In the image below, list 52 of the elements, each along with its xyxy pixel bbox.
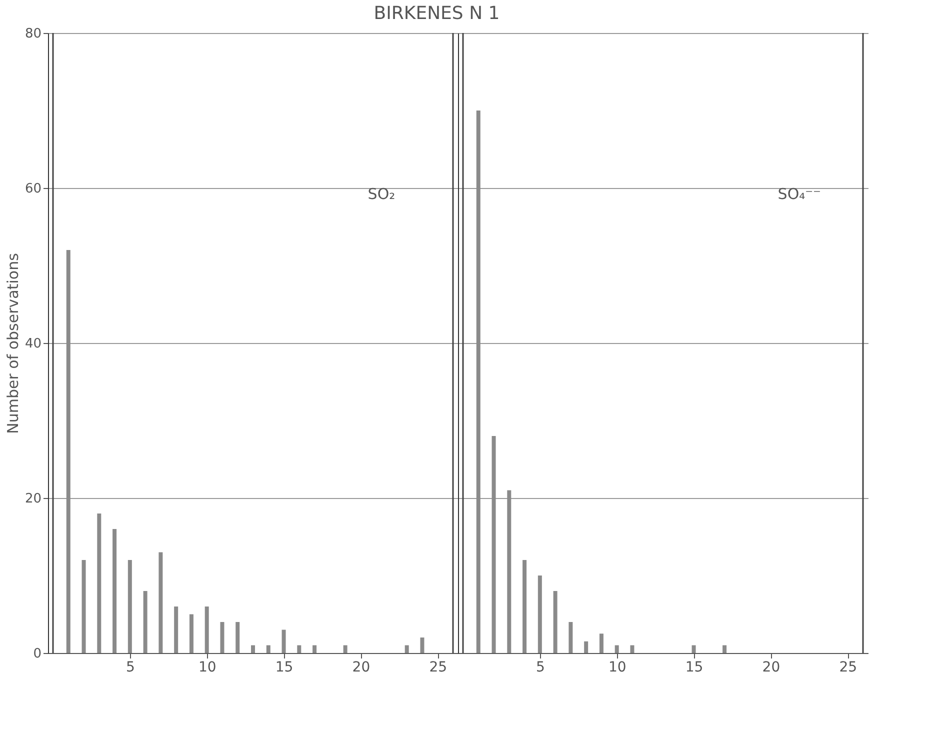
bar bbox=[584, 641, 588, 653]
y-tick-label: 40 bbox=[24, 336, 42, 352]
bar bbox=[420, 638, 424, 653]
bar bbox=[553, 591, 558, 653]
bar bbox=[630, 645, 634, 653]
x-tick-label: 20 bbox=[762, 660, 780, 676]
bar bbox=[343, 645, 348, 653]
bar bbox=[236, 622, 240, 653]
bar bbox=[251, 645, 255, 653]
x-tick-label: 25 bbox=[429, 660, 448, 676]
bar bbox=[722, 645, 727, 653]
bar bbox=[266, 645, 270, 653]
annotation: SO₂ bbox=[368, 185, 396, 204]
bar bbox=[66, 250, 70, 653]
x-tick-label: 10 bbox=[608, 660, 626, 676]
bar bbox=[312, 645, 317, 653]
bar bbox=[507, 490, 512, 653]
bar bbox=[297, 645, 302, 653]
x-tick-label: 15 bbox=[275, 660, 294, 676]
bar bbox=[282, 630, 286, 653]
x-tick-label: 10 bbox=[198, 660, 216, 676]
bar bbox=[112, 529, 117, 653]
bar bbox=[614, 645, 619, 653]
bar bbox=[204, 606, 209, 653]
bar bbox=[82, 560, 86, 653]
bar bbox=[220, 622, 224, 653]
bar bbox=[404, 645, 409, 653]
bar bbox=[143, 591, 148, 653]
bar bbox=[492, 436, 496, 653]
bar bbox=[568, 622, 573, 653]
bar bbox=[476, 110, 480, 653]
bar bbox=[97, 514, 102, 653]
y-tick-label: 80 bbox=[24, 26, 42, 42]
x-tick-label: 20 bbox=[352, 660, 370, 676]
bar bbox=[522, 560, 527, 653]
y-tick-label: 20 bbox=[24, 492, 42, 506]
bar bbox=[158, 552, 163, 653]
bar bbox=[189, 614, 194, 653]
bar bbox=[692, 645, 696, 653]
x-tick-label: 5 bbox=[536, 660, 545, 676]
bar bbox=[174, 606, 178, 653]
y-tick-label: 60 bbox=[24, 182, 42, 196]
y-axis-title: Number of observations bbox=[4, 252, 22, 434]
chart-title: BIRKENES N 1 bbox=[374, 3, 500, 24]
bar bbox=[599, 634, 604, 653]
x-tick-label: 5 bbox=[126, 660, 135, 676]
annotation: SO₄⁻⁻ bbox=[778, 185, 821, 204]
y-tick-label: 0 bbox=[33, 646, 42, 662]
x-tick-label: 15 bbox=[685, 660, 704, 676]
bar bbox=[538, 576, 542, 653]
x-tick-label: 25 bbox=[839, 660, 858, 676]
bar bbox=[128, 560, 132, 653]
